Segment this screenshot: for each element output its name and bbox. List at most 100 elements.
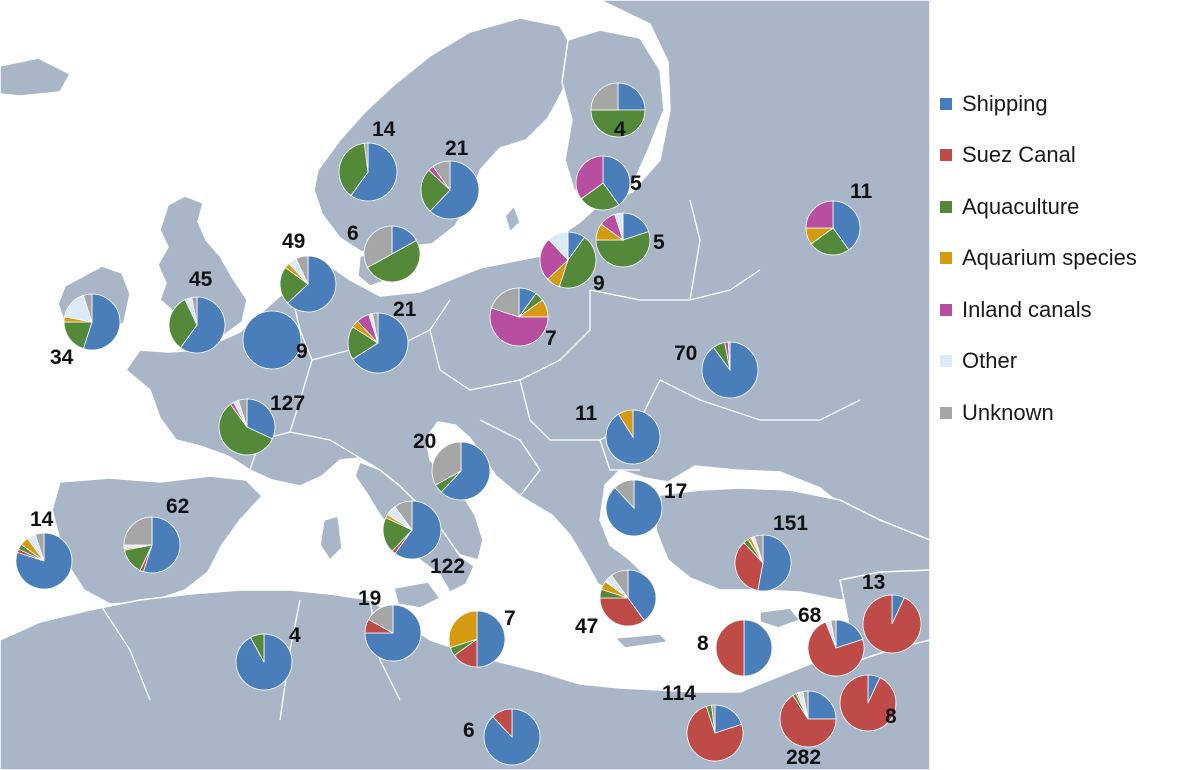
pie-slice-suez xyxy=(715,619,745,677)
pie-slice-aquaculture xyxy=(420,169,451,212)
legend-item-aquarium-species: Aquarium species xyxy=(940,233,1180,285)
pie-slice-shipping xyxy=(440,441,491,501)
pie-slice-aquaculture xyxy=(168,299,198,349)
legend-label: Other xyxy=(962,348,1018,374)
legend-swatch xyxy=(940,149,952,162)
pie-label: 49 xyxy=(282,230,305,253)
pie-label: 6 xyxy=(347,222,359,245)
crete xyxy=(614,633,669,649)
pie-slice-shipping xyxy=(602,155,631,206)
pie-slice-inland xyxy=(489,307,549,347)
pie-label: 47 xyxy=(575,615,598,638)
pie-slice-suez xyxy=(862,594,922,654)
pie-slice-suez xyxy=(599,597,646,627)
pie-slice-shipping xyxy=(757,534,792,592)
pie-label: 7 xyxy=(545,327,557,350)
legend-item-unknown: Unknown xyxy=(940,387,1180,439)
pie-slice-shipping xyxy=(287,255,337,313)
pie-value-labels: 14 21 4 5 11 5 9 6 49 45 34 9 21 7 70 12… xyxy=(30,118,897,769)
pie-slice-shipping xyxy=(743,619,773,677)
pie-slice-unknown xyxy=(614,479,635,510)
pie-slice-aquaculture xyxy=(249,633,265,663)
pie-slice-suez xyxy=(686,705,744,762)
sicily xyxy=(393,581,441,609)
northern-island xyxy=(0,57,71,97)
pie-label: 14 xyxy=(372,118,396,141)
sardinia xyxy=(319,515,343,561)
pie-slice-shipping xyxy=(142,516,181,574)
pie-slice-aquaculture xyxy=(590,109,646,138)
pie-slice-shipping xyxy=(82,293,121,351)
pie-label: 151 xyxy=(773,512,808,535)
pie-label: 122 xyxy=(430,555,465,578)
country-borders xyxy=(99,199,861,721)
pie-label: 6 xyxy=(463,719,475,742)
pie-label: 70 xyxy=(674,342,697,365)
pie-slice-shipping xyxy=(429,160,480,220)
pie-slice-aquarium xyxy=(448,610,478,649)
legend-swatch xyxy=(940,406,952,419)
pie-slice-unknown xyxy=(753,534,764,564)
pie-slice-other xyxy=(548,231,569,262)
legend-swatch xyxy=(940,97,952,110)
pie-slice-aquarium xyxy=(617,409,634,439)
pie-slice-aquaculture xyxy=(382,517,413,552)
legend-item-aquaculture: Aquaculture xyxy=(940,181,1180,233)
pie-slice-suez xyxy=(734,542,764,591)
pie-label: 68 xyxy=(798,604,822,627)
pie-slice-shipping xyxy=(350,142,398,202)
pie-slice-unknown xyxy=(363,142,369,173)
legend-label: Unknown xyxy=(962,399,1054,425)
pie-slice-unknown xyxy=(432,160,451,192)
pie-slice-aquaculture xyxy=(595,231,651,268)
pie-label: 17 xyxy=(664,480,687,503)
pie-slice-unknown xyxy=(490,287,520,318)
gotland xyxy=(504,205,521,233)
pie-label: 21 xyxy=(445,137,469,160)
pie-slice-unknown xyxy=(830,619,837,649)
pie-label: 8 xyxy=(697,632,709,655)
pie-label: 127 xyxy=(270,392,305,415)
pie-label: 13 xyxy=(862,571,885,594)
legend-item-other: Other xyxy=(940,336,1180,388)
pie-slice-shipping xyxy=(179,296,226,354)
pie-slice-inland xyxy=(805,200,834,229)
pie-label: 5 xyxy=(630,172,642,195)
pie-label: 62 xyxy=(166,495,189,518)
pie-slice-aquaculture xyxy=(338,142,369,197)
pie-slice-unknown xyxy=(610,569,629,600)
pie-slice-aquaculture xyxy=(279,266,309,304)
pie-slice-unknown xyxy=(191,296,198,326)
pie-slice-unknown xyxy=(711,704,716,734)
pie-slice-suez xyxy=(807,621,865,677)
pie-label: 4 xyxy=(614,118,626,141)
pie-label: 21 xyxy=(393,298,417,321)
legend-item-shipping: Shipping xyxy=(940,78,1180,130)
europe-map: 14 21 4 5 11 5 9 6 49 45 34 9 21 7 70 12… xyxy=(0,0,930,770)
pie-slice-unknown xyxy=(371,312,379,344)
pie-slice-shipping xyxy=(476,610,506,668)
pie-label: 11 xyxy=(850,180,873,203)
pie-slice-shipping xyxy=(352,312,409,374)
pie-slice-aquaculture xyxy=(366,239,421,283)
legend-swatch xyxy=(940,303,952,316)
legend-label: Inland canals xyxy=(962,296,1092,322)
cyprus xyxy=(759,607,801,629)
pie-slice-unknown xyxy=(82,293,93,323)
legend-swatch xyxy=(940,200,952,213)
pie-label: 20 xyxy=(413,430,436,453)
pie-label: 19 xyxy=(358,587,381,610)
legend-item-suez-canal: Suez Canal xyxy=(940,130,1180,182)
pie-slice-unknown xyxy=(363,225,393,269)
pie-slice-unknown xyxy=(431,441,462,486)
pie-slice-unknown xyxy=(34,532,45,562)
pie-slice-aquaculture xyxy=(558,236,597,289)
pie-slice-unknown xyxy=(727,341,731,371)
pie-slice-unknown xyxy=(802,690,809,720)
pie-label: 4 xyxy=(289,624,301,647)
pie-label: 11 xyxy=(575,402,598,425)
pie-slice-unknown xyxy=(237,398,248,428)
legend-swatch xyxy=(940,355,952,368)
pie-label: 14 xyxy=(30,508,54,531)
pie-slice-aquaculture xyxy=(580,182,620,211)
